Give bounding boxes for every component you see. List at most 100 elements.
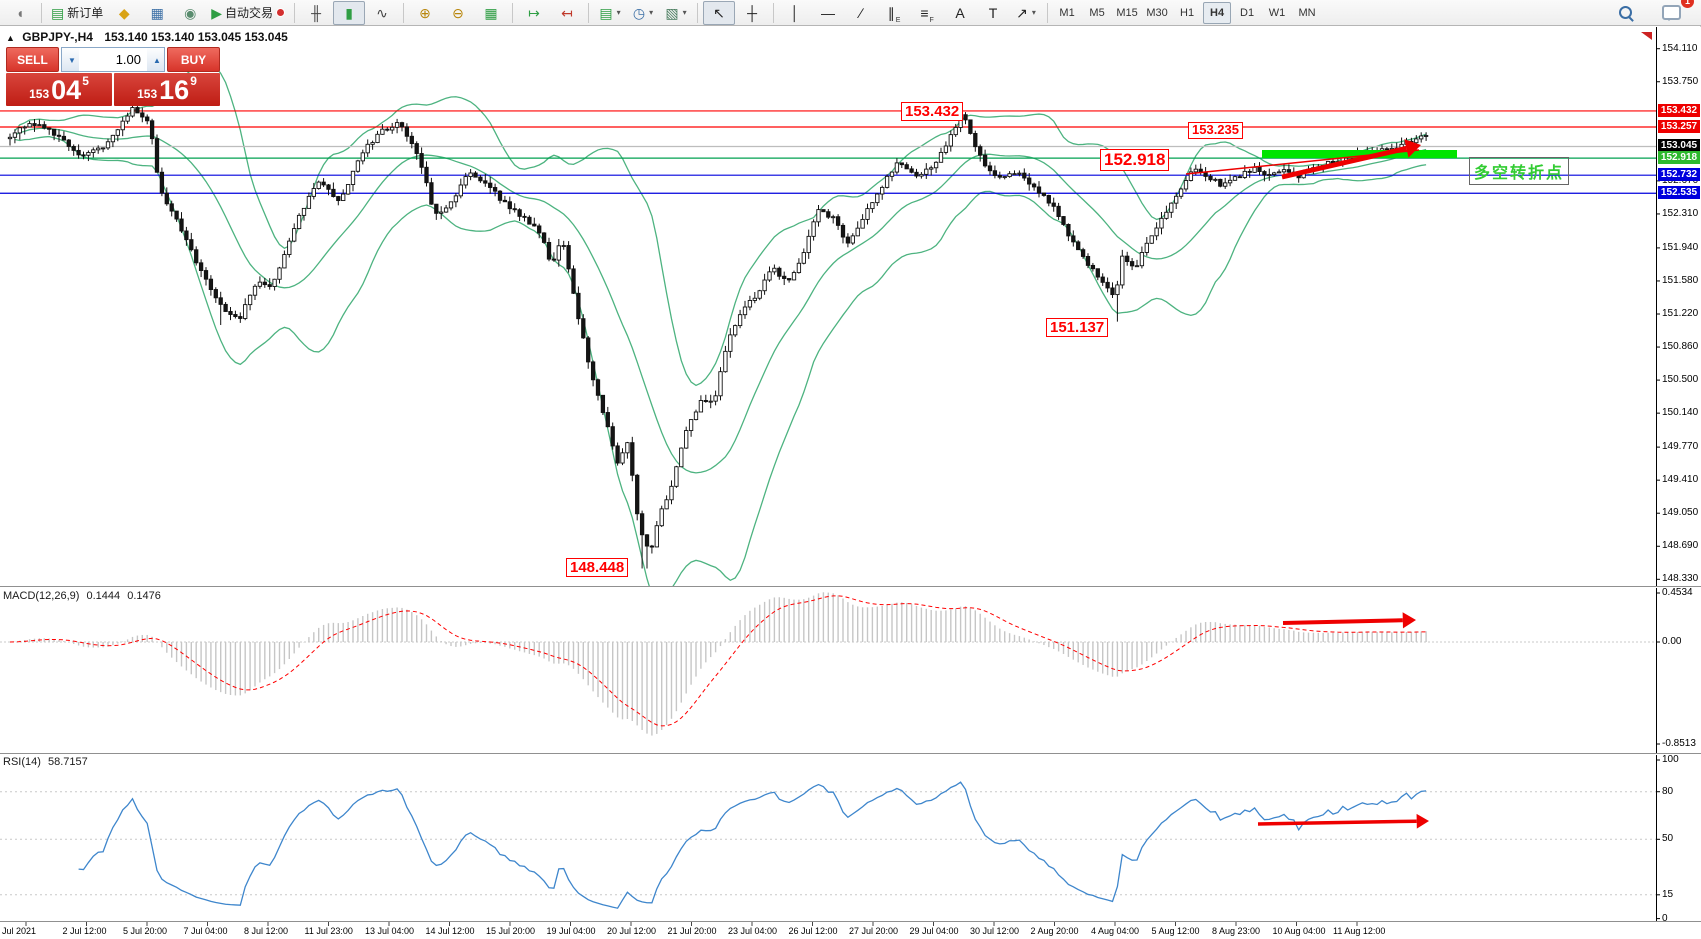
- price-axis-tick: 151.220: [1662, 308, 1699, 319]
- line-chart-icon[interactable]: ∿: [366, 1, 398, 25]
- chart-area[interactable]: ▲ GBPJPY-,H4 153.140 153.140 153.045 153…: [0, 27, 1701, 939]
- auto-scroll-icon[interactable]: ↦: [518, 1, 550, 25]
- horizontal-line-icon[interactable]: —: [812, 1, 844, 25]
- profiles-icon[interactable]: ▦: [141, 1, 173, 25]
- timeframe-button-W1[interactable]: W1: [1268, 6, 1286, 19]
- toolbar-separator: [403, 2, 405, 23]
- vertical-line-icon: │: [790, 4, 800, 21]
- scroll-to-end-marker[interactable]: [1641, 32, 1652, 40]
- volume-increase-button[interactable]: ▲: [147, 48, 164, 71]
- time-axis-label: 14 Jul 12:00: [425, 926, 475, 936]
- arrows-tool-icon: ↗: [1016, 4, 1028, 21]
- price-callout-label[interactable]: 151.137: [1046, 318, 1109, 338]
- price-axis-tick: 150.500: [1662, 374, 1699, 386]
- crosshair-icon[interactable]: ┼: [736, 1, 768, 25]
- clipped-icon[interactable]: ◖: [4, 1, 36, 25]
- macd-axis-tick: 0.4534: [1662, 587, 1693, 598]
- fibonacci-icon-sub: F: [929, 16, 934, 24]
- time-axis-label: Jul 2021: [2, 926, 37, 936]
- volume-decrease-button[interactable]: ▼: [62, 48, 79, 71]
- zoom-out-icon[interactable]: ⊖: [442, 1, 474, 25]
- zoom-out-icon: ⊖: [452, 4, 464, 21]
- price-axis-tick: 148.330: [1662, 573, 1699, 585]
- text-label-icon[interactable]: T: [977, 1, 1009, 25]
- annotation-text[interactable]: 多空转折点: [1469, 157, 1570, 185]
- price-callout-label[interactable]: 153.235: [1188, 122, 1243, 139]
- time-axis-label: 30 Jul 12:00: [970, 926, 1020, 936]
- sell-button[interactable]: SELL: [6, 47, 59, 72]
- arrows-tool-icon[interactable]: ↗ ▾: [1010, 1, 1042, 25]
- horizontal-line-icon: —: [821, 4, 836, 21]
- timeframe-button-M1[interactable]: M1: [1059, 6, 1075, 19]
- macd-signal-line: [9, 595, 1427, 727]
- sell-price-display[interactable]: 153 04 5: [6, 73, 112, 106]
- text-icon[interactable]: A: [944, 1, 976, 25]
- annotation-arrows[interactable]: [1185, 139, 1429, 829]
- collapse-triangle-icon[interactable]: ▲: [6, 33, 15, 43]
- toolbar-separator: [294, 2, 296, 23]
- chart-wizard-icon[interactable]: ◆: [108, 1, 140, 25]
- new-chart-button[interactable]: ▤ ▾: [594, 1, 626, 25]
- toolbar-separator: [697, 2, 699, 23]
- timeframe-button-D1[interactable]: D1: [1240, 6, 1255, 19]
- pane-separators[interactable]: [0, 586, 1701, 923]
- macd-axis-tick: -0.8513: [1662, 738, 1696, 749]
- autotrading-button[interactable]: ▶ 自动交易: [207, 1, 289, 25]
- price-axis-badge: 153.257: [1658, 120, 1700, 133]
- tile-windows-icon[interactable]: ▦: [475, 1, 507, 25]
- timeframe-button-M15[interactable]: M15: [1116, 6, 1138, 19]
- chart-shift-icon[interactable]: ↤: [551, 1, 583, 25]
- new-order-button: ▤: [51, 4, 65, 21]
- buy-price-display[interactable]: 153 16 9: [114, 73, 220, 106]
- volume-box: ▼ ▲: [61, 47, 165, 72]
- vertical-line-icon[interactable]: │: [779, 1, 811, 25]
- timeframe-button-H1[interactable]: H1: [1180, 6, 1195, 19]
- horizontal-line-objects[interactable]: [0, 110, 1656, 194]
- search-button[interactable]: [1609, 1, 1641, 25]
- price-axis-tick: 150.860: [1662, 341, 1699, 353]
- templates-button: ▧: [665, 4, 679, 21]
- equidistant-channel-icon[interactable]: ∥ E: [878, 1, 910, 25]
- buy-button[interactable]: BUY: [167, 47, 220, 72]
- fibonacci-icon: ≡: [920, 4, 929, 21]
- new-order-button[interactable]: ▤ 新订单: [47, 1, 107, 25]
- signals-icon[interactable]: ◉: [174, 1, 206, 25]
- toolbar: ◖ ▤ 新订单 ◆ ▦ ◉ ▶ 自动交易 ╫ ▮ ∿ ⊕ ⊖ ▦ ↦ ↤ ▤ ▾ ◷ ▾ ▧ ▾ ↖ ┼ │ — ∕ ∥ E ≡ F A T ↗ ▾…: [0, 0, 1701, 26]
- macd-histogram: [14, 592, 1427, 736]
- zoom-in-icon[interactable]: ⊕: [409, 1, 441, 25]
- price-axis-tick: 154.110: [1662, 42, 1698, 54]
- period-button[interactable]: ◷ ▾: [627, 1, 659, 25]
- timeframe-button-M30[interactable]: M30: [1146, 6, 1168, 19]
- timeframe-button-H4[interactable]: H4: [1203, 1, 1232, 24]
- bar-chart-icon[interactable]: ╫: [300, 1, 332, 25]
- price-callout-label[interactable]: 153.432: [901, 102, 964, 122]
- toolbar-separator: [41, 2, 42, 23]
- price-callout-label[interactable]: 148.448: [566, 558, 629, 578]
- trendline-icon: ∕: [859, 4, 863, 21]
- bar-chart-icon: ╫: [311, 4, 321, 21]
- cursor-icon[interactable]: ↖: [703, 0, 736, 25]
- time-axis-label: 27 Jul 20:00: [849, 926, 899, 936]
- candlestick-chart-icon[interactable]: ▮: [333, 0, 366, 25]
- timeframe-button-MN[interactable]: MN: [1298, 6, 1316, 19]
- notifications-button[interactable]: 1: [1655, 0, 1694, 25]
- volume-input[interactable]: [79, 48, 147, 71]
- rsi-axis-tick: 15: [1662, 888, 1674, 900]
- templates-button[interactable]: ▧ ▾: [660, 1, 692, 25]
- rsi-axis-tick: 50: [1662, 833, 1674, 845]
- time-axis-label: 26 Jul 12:00: [788, 926, 838, 936]
- price-chart[interactable]: [0, 27, 1701, 939]
- price-axis-tick: 151.940: [1662, 241, 1699, 253]
- price-axis-tick: 151.580: [1662, 274, 1699, 286]
- trendline-icon[interactable]: ∕: [845, 1, 877, 25]
- autotrading-button: ▶: [211, 4, 223, 21]
- price-callout-label[interactable]: 152.918: [1100, 149, 1170, 171]
- highlight-zone[interactable]: [1262, 150, 1457, 158]
- candlestick-chart-icon: ▮: [345, 4, 353, 21]
- timeframe-button-M5[interactable]: M5: [1089, 6, 1105, 19]
- time-axis-label: 29 Jul 04:00: [909, 926, 959, 936]
- text-icon: A: [955, 4, 965, 21]
- time-axis-label: 13 Jul 04:00: [365, 926, 415, 936]
- fibonacci-icon[interactable]: ≡ F: [911, 1, 943, 25]
- price-axis-tick: 149.770: [1662, 441, 1699, 453]
